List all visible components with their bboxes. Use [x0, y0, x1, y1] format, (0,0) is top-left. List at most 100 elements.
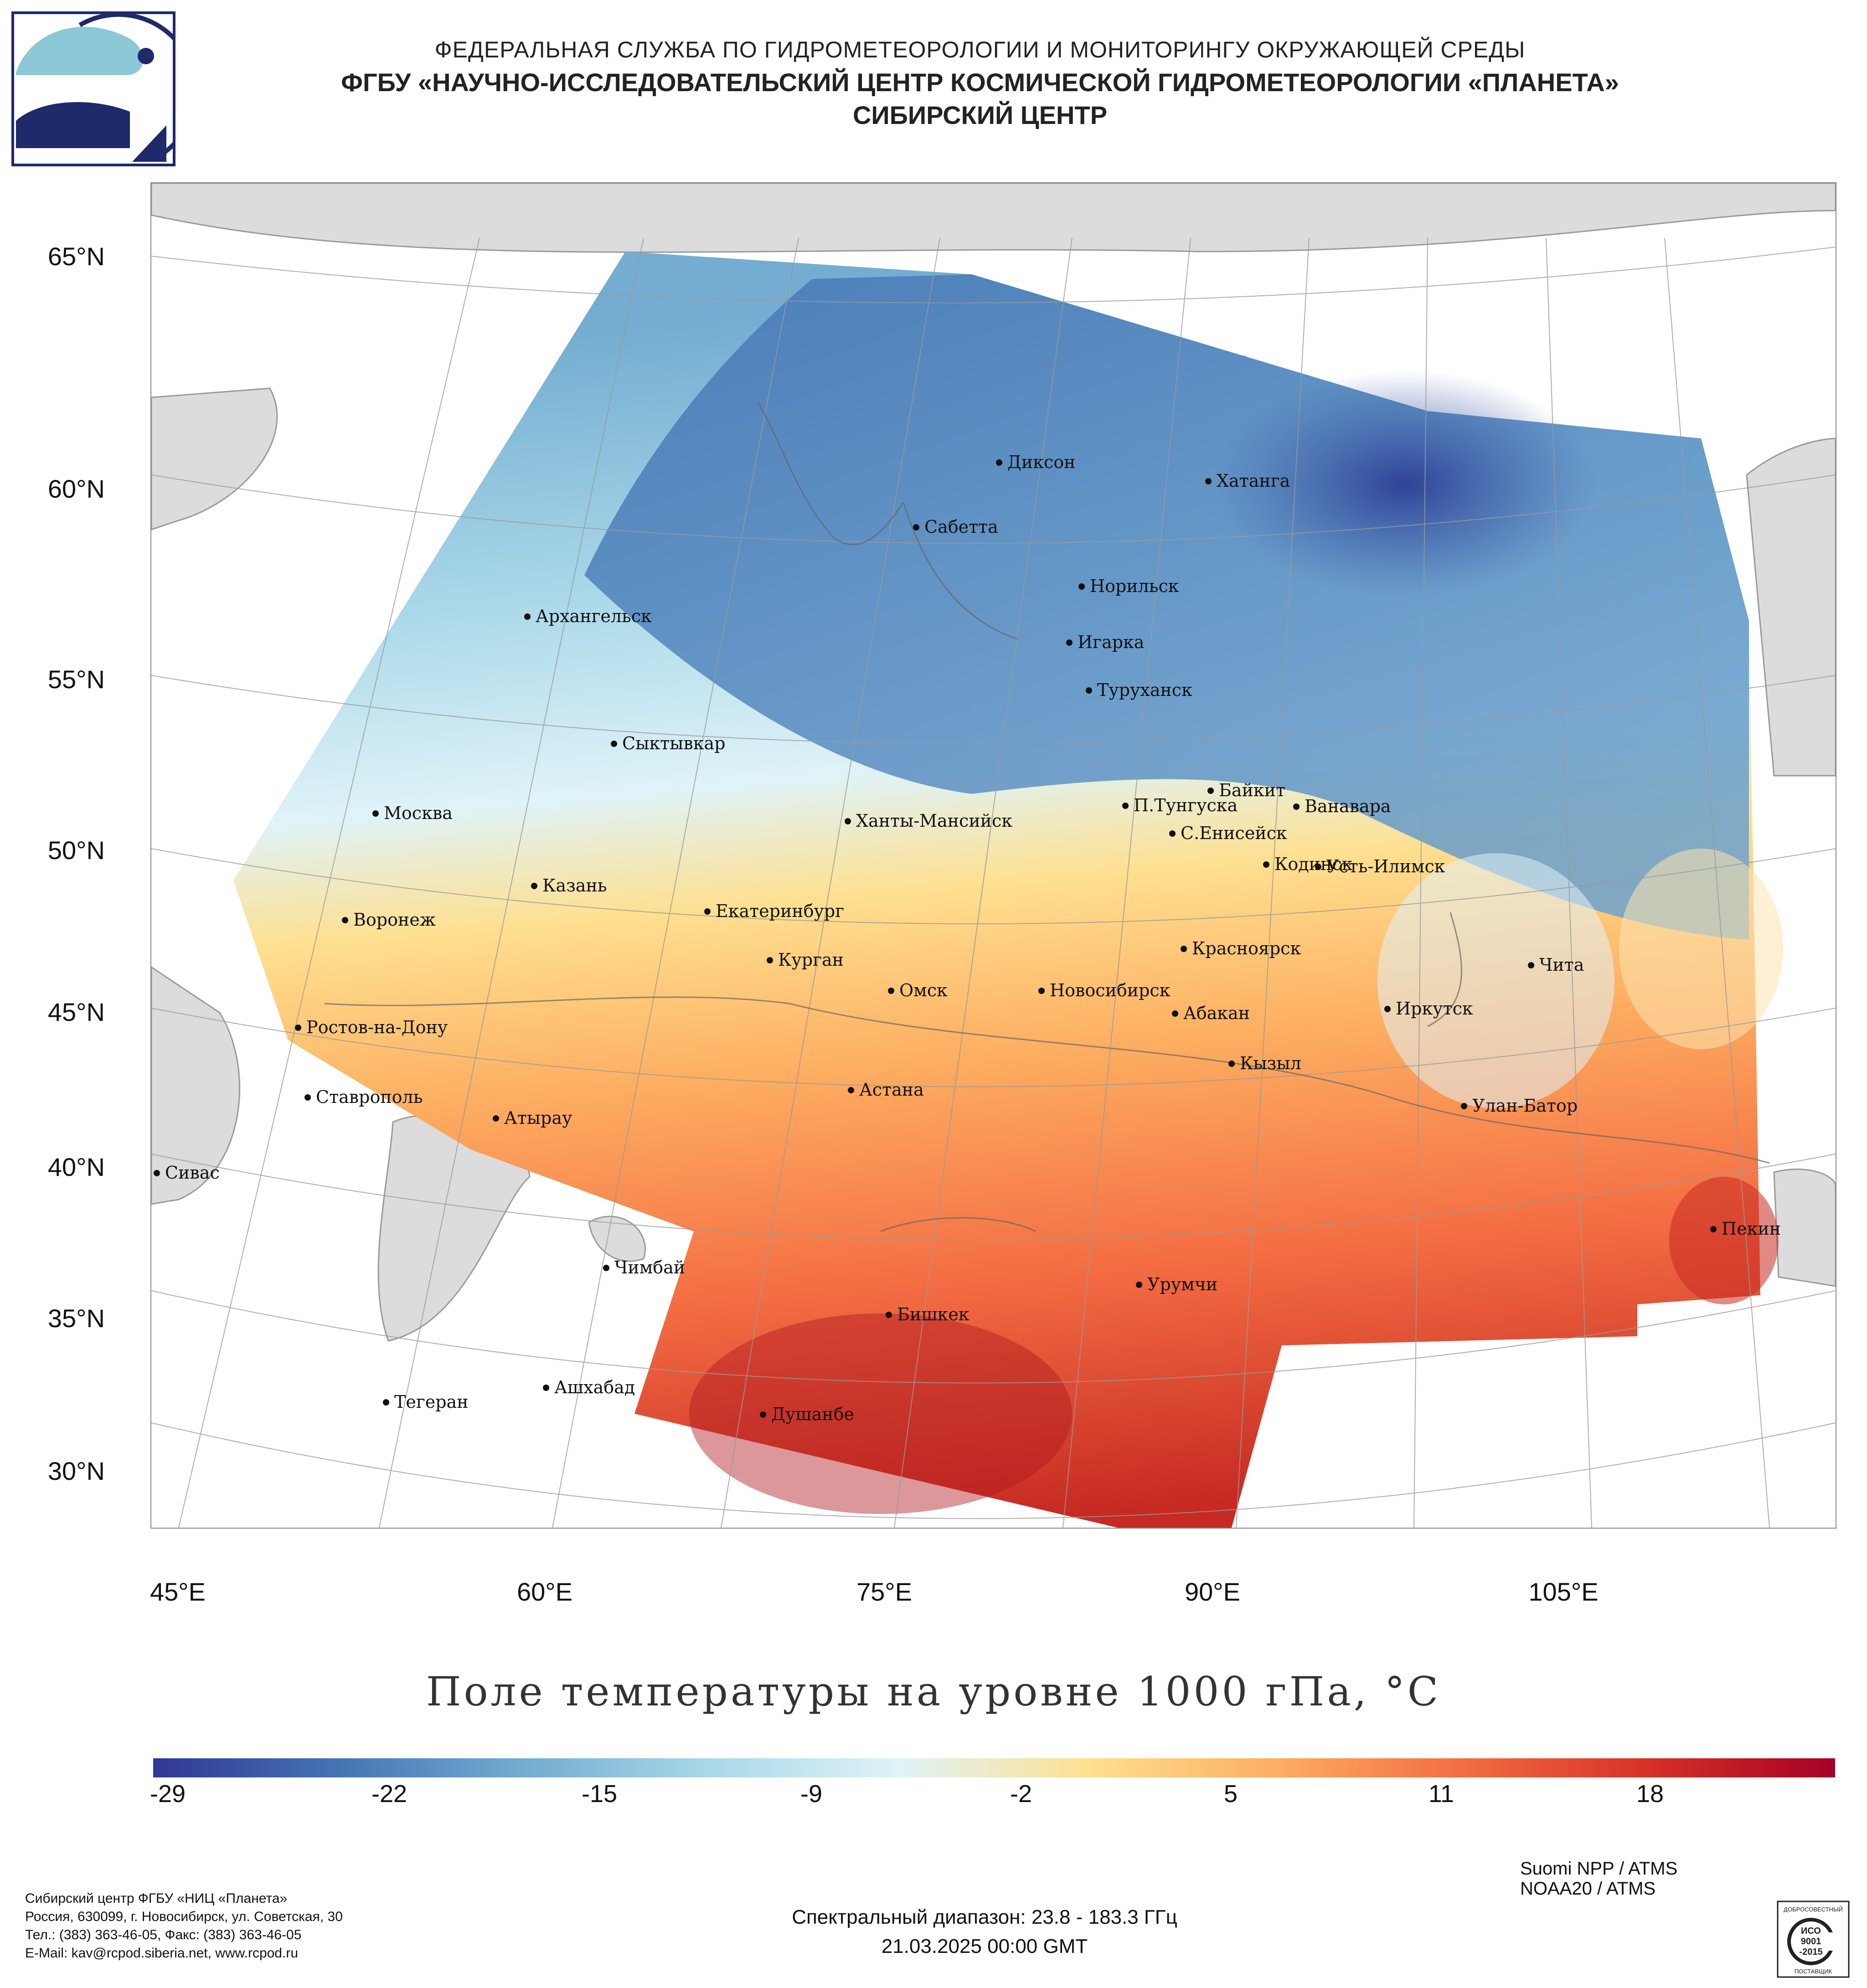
temperature-field — [233, 252, 1783, 1528]
city-kazan: Казань — [531, 876, 607, 896]
colorbar-tick: 18 — [1636, 1780, 1664, 1808]
city-ulan-bator: Улан-Батор — [1461, 1096, 1578, 1116]
svg-text:Ставрополь: Ставрополь — [316, 1087, 423, 1107]
city-chimbay: Чимбай — [603, 1257, 685, 1277]
city-arkhangelsk: Архангельск — [524, 606, 652, 626]
svg-text:Игарка: Игарка — [1078, 632, 1144, 652]
colorbar-tick: -9 — [800, 1780, 822, 1808]
city-khatanga: Хатанга — [1205, 471, 1290, 491]
header-branch: СИБИРСКИЙ ЦЕНТР — [852, 101, 1108, 129]
satellite-2: NOAA20 / ATMS — [1520, 1879, 1656, 1899]
city-stavropol: Ставрополь — [304, 1087, 423, 1107]
city-ashgabat: Ашхабад — [543, 1377, 635, 1397]
lat-label-60: 60°N — [47, 474, 105, 503]
city-ekaterinburg: Екатеринбург — [704, 901, 844, 921]
svg-text:Диксон: Диксон — [1007, 452, 1075, 472]
colorbar-tick: 5 — [1223, 1780, 1238, 1808]
city-baykit: Байкит — [1207, 780, 1285, 800]
svg-text:Хатанга: Хатанга — [1217, 471, 1290, 491]
iso-certificate-badge: ДОБРОСОВЕСТНЫЙ ИСО 9001 -2015 ПОСТАВЩИК — [1777, 1900, 1850, 1978]
svg-text:Кызыл: Кызыл — [1240, 1053, 1301, 1073]
header-agency: ФЕДЕРАЛЬНАЯ СЛУЖБА ПО ГИДРОМЕТЕОРОЛОГИИ … — [434, 37, 1526, 62]
city-irkutsk: Иркутск — [1384, 999, 1473, 1019]
city-voronezh: Воронеж — [342, 910, 436, 930]
svg-text:ПОСТАВЩИК: ПОСТАВЩИК — [1795, 1968, 1832, 1975]
satellite-1: Suomi NPP / ATMS — [1520, 1859, 1678, 1879]
svg-text:Душанбе: Душанбе — [771, 1404, 854, 1424]
coastlines — [324, 402, 1770, 1232]
colorbar-tick: -22 — [371, 1780, 407, 1808]
svg-text:Архангельск: Архангельск — [536, 606, 652, 626]
colorbar-tick: -15 — [581, 1780, 618, 1808]
svg-text:Кодинск: Кодинск — [1274, 854, 1353, 874]
city-bishkek: Бишкек — [886, 1304, 970, 1324]
city-rostov-na-donu: Ростов-на-Дону — [295, 1017, 448, 1037]
city-dushanbe: Душанбе — [760, 1404, 854, 1424]
city-igarka: Игарка — [1066, 632, 1144, 652]
footer-center: Спектральный диапазон: 23.8 - 183.3 ГГц … — [593, 1903, 1377, 1961]
svg-text:Ростов-на-Дону: Ростов-на-Дону — [306, 1017, 448, 1037]
svg-text:9001: 9001 — [1801, 1936, 1821, 1947]
city-kodinsk: Кодинск — [1263, 854, 1353, 874]
svg-text:Тегеран: Тегеран — [394, 1392, 469, 1412]
svg-text:Ванавара: Ванавара — [1305, 796, 1391, 816]
svg-text:Чимбай: Чимбай — [614, 1257, 685, 1277]
lat-label-65: 65°N — [47, 242, 105, 271]
observation-datetime: 21.03.2025 00:00 GMT — [881, 1935, 1088, 1957]
svg-text:Сивас: Сивас — [165, 1163, 220, 1183]
svg-text:ДОБРОСОВЕСТНЫЙ: ДОБРОСОВЕСТНЫЙ — [1784, 1906, 1843, 1913]
footer-org-name: Сибирский центр ФГБУ «НИЦ «Планета» — [25, 1891, 288, 1906]
city-kyzyl: Кызыл — [1228, 1053, 1301, 1073]
footer-phone: Тел.: (383) 363-46-05, Факс: (383) 363-4… — [25, 1927, 302, 1942]
city-moscow: Москва — [372, 803, 453, 823]
svg-text:Бишкек: Бишкек — [897, 1304, 970, 1324]
city-novosibirsk: Новосибирск — [1038, 980, 1171, 1000]
colorbar-tick: -29 — [150, 1780, 186, 1808]
svg-text:Пекин: Пекин — [1722, 1219, 1781, 1239]
colorbar-tick: 11 — [1428, 1780, 1454, 1808]
city-khanty-mansiysk: Ханты-Мансийск — [845, 811, 1012, 831]
svg-text:Атырау: Атырау — [504, 1108, 572, 1128]
svg-text:Москва: Москва — [384, 803, 453, 823]
spectral-range: Спектральный диапазон: 23.8 - 183.3 ГГц — [792, 1906, 1177, 1928]
city-markers: Диксон Хатанга Сабетта Норильск Архангел… — [154, 452, 1781, 1424]
colorbar-tick: -2 — [1010, 1780, 1032, 1808]
city-vanavara: Ванавара — [1293, 796, 1391, 816]
footer-address: Россия, 630099, г. Новосибирск, ул. Сове… — [25, 1909, 343, 1924]
svg-text:Омск: Омск — [899, 980, 948, 1000]
city-norilsk: Норильск — [1078, 576, 1179, 596]
city-syktyvkar: Сыктывкар — [611, 733, 725, 753]
city-p-tunguska: П.Тунгуска — [1122, 795, 1238, 815]
svg-text:Норильск: Норильск — [1090, 576, 1179, 596]
svg-text:П.Тунгуска: П.Тунгуска — [1134, 795, 1238, 815]
svg-text:Иркутск: Иркутск — [1396, 999, 1473, 1019]
svg-text:Ханты-Мансийск: Ханты-Мансийск — [856, 811, 1012, 831]
city-krasnoyarsk: Красноярск — [1181, 938, 1301, 958]
lat-label-45: 45°N — [47, 998, 105, 1026]
svg-text:Казань: Казань — [542, 876, 607, 896]
lon-label-45: 45°E — [150, 1577, 206, 1606]
colorbar — [153, 1758, 1835, 1777]
city-turukhansk: Туруханск — [1086, 680, 1192, 700]
lon-label-90: 90°E — [1184, 1577, 1241, 1606]
lat-label-40: 40°N — [47, 1153, 105, 1181]
svg-text:Туруханск: Туруханск — [1097, 680, 1192, 700]
city-omsk: Омск — [888, 980, 948, 1000]
lat-label-50: 50°N — [47, 836, 105, 865]
city-sabetta: Сабетта — [913, 517, 998, 537]
svg-text:Екатеринбург: Екатеринбург — [716, 901, 844, 921]
city-tehran: Тегеран — [383, 1392, 469, 1412]
city-atyrau: Атырау — [493, 1108, 572, 1128]
city-dikson: Диксон — [996, 452, 1075, 472]
city-s-eniseysk: С.Енисейск — [1169, 823, 1287, 843]
city-urumqi: Урумчи — [1136, 1274, 1217, 1294]
lon-label-75: 75°E — [856, 1577, 913, 1606]
city-chita: Чита — [1528, 955, 1584, 975]
map-panel: Диксон Хатанга Сабетта Норильск Архангел… — [150, 182, 1836, 1529]
header-center: ФГБУ «НАУЧНО-ИССЛЕДОВАТЕЛЬСКИЙ ЦЕНТР КОС… — [341, 68, 1619, 97]
svg-text:Астана: Астана — [859, 1080, 924, 1100]
svg-text:Ашхабад: Ашхабад — [554, 1377, 635, 1397]
lat-label-55: 55°N — [47, 665, 105, 694]
svg-text:Красноярск: Красноярск — [1192, 938, 1301, 958]
svg-text:Новосибирск: Новосибирск — [1050, 980, 1171, 1000]
